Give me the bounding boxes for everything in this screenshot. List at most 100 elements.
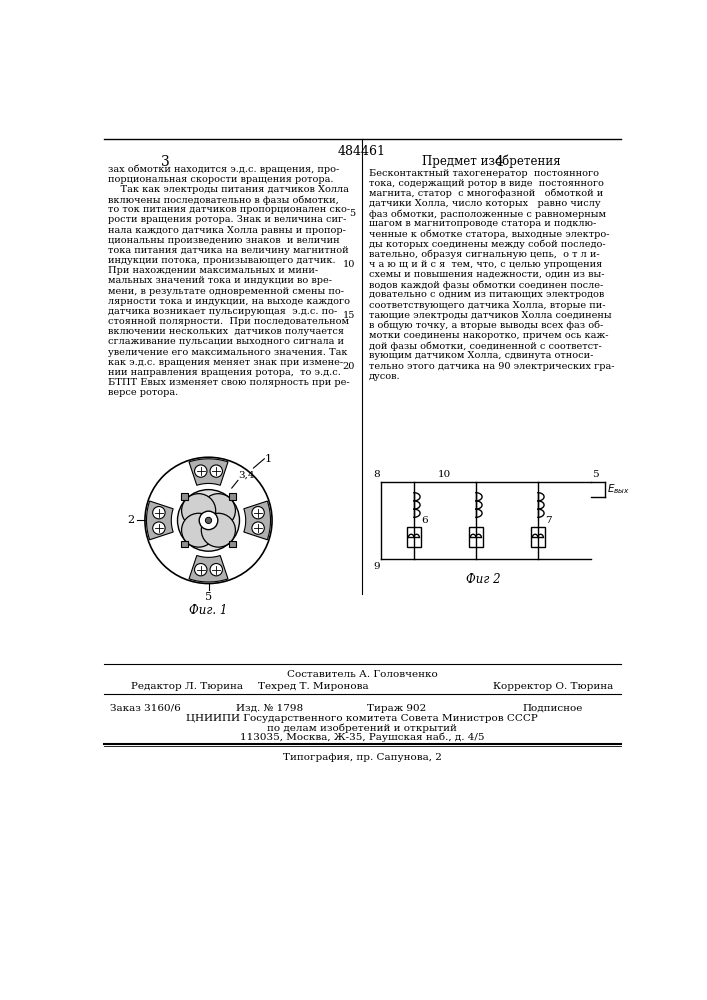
Text: 484461: 484461 — [338, 145, 386, 158]
Text: порциональная скорости вращения ротора.: порциональная скорости вращения ротора. — [107, 175, 333, 184]
Text: Фиг 2: Фиг 2 — [467, 573, 501, 586]
Text: 4: 4 — [495, 155, 503, 169]
Text: включены последовательно в фазы обмотки,: включены последовательно в фазы обмотки, — [107, 195, 339, 205]
Circle shape — [206, 517, 211, 523]
Text: дусов.: дусов. — [369, 372, 401, 381]
Text: Типография, пр. Сапунова, 2: Типография, пр. Сапунова, 2 — [283, 753, 441, 762]
Text: Предмет изобретения: Предмет изобретения — [422, 155, 561, 168]
Bar — [180, 493, 188, 500]
Text: лярности тока и индукции, на выходе каждого: лярности тока и индукции, на выходе кажд… — [107, 297, 350, 306]
Text: 3: 3 — [161, 155, 170, 169]
Bar — [229, 541, 236, 547]
Text: включении нескольких  датчиков получается: включении нескольких датчиков получается — [107, 327, 344, 336]
Text: в общую точку, а вторые выводы всех фаз об-: в общую точку, а вторые выводы всех фаз … — [369, 321, 603, 330]
Text: датчики Холла, число которых   равно числу: датчики Холла, число которых равно числу — [369, 199, 600, 208]
Text: 3,4: 3,4 — [239, 471, 255, 480]
Text: по делам изобретений и открытий: по делам изобретений и открытий — [267, 724, 457, 733]
Text: 113035, Москва, Ж-35, Раушская наб., д. 4/5: 113035, Москва, Ж-35, Раушская наб., д. … — [240, 733, 484, 742]
Circle shape — [153, 507, 165, 519]
Circle shape — [201, 494, 235, 528]
Text: нии направления вращения ротора,  то э.д.с.: нии направления вращения ротора, то э.д.… — [107, 368, 341, 377]
Text: 6: 6 — [421, 516, 428, 525]
Text: сглаживание пульсации выходного сигнала и: сглаживание пульсации выходного сигнала … — [107, 337, 344, 346]
Text: схемы и повышения надежности, один из вы-: схемы и повышения надежности, один из вы… — [369, 270, 604, 279]
Polygon shape — [146, 501, 173, 540]
Text: дой фазы обмотки, соединенной с соответст-: дой фазы обмотки, соединенной с соответс… — [369, 341, 602, 351]
Bar — [229, 493, 236, 500]
Text: мотки соединены накоротко, причем ось каж-: мотки соединены накоротко, причем ось ка… — [369, 331, 609, 340]
Circle shape — [194, 465, 207, 477]
Text: мени, в результате одновременной смены по-: мени, в результате одновременной смены п… — [107, 287, 344, 296]
Text: 10: 10 — [343, 260, 355, 269]
Text: магнита, статор  с многофазной   обмоткой и: магнита, статор с многофазной обмоткой и — [369, 189, 603, 198]
Text: циональны произведению знаков  и величин: циональны произведению знаков и величин — [107, 236, 339, 245]
Text: датчика возникает пульсирующая  э.д.с. по-: датчика возникает пульсирующая э.д.с. по… — [107, 307, 337, 316]
Text: Бесконтактный тахогенератор  постоянного: Бесконтактный тахогенератор постоянного — [369, 169, 599, 178]
Text: Составитель А. Головченко: Составитель А. Головченко — [286, 670, 438, 679]
Text: Редактор Л. Тюрина: Редактор Л. Тюрина — [131, 682, 243, 691]
Text: версе ротора.: версе ротора. — [107, 388, 178, 397]
Bar — [469, 527, 483, 547]
Text: мальных значений тока и индукции во вре-: мальных значений тока и индукции во вре- — [107, 276, 332, 285]
Circle shape — [194, 564, 207, 576]
Text: 8: 8 — [373, 470, 380, 479]
Text: 5: 5 — [592, 470, 599, 479]
Text: БТПТ Eвых изменяет свою полярность при ре-: БТПТ Eвых изменяет свою полярность при р… — [107, 378, 349, 387]
Text: зах обмотки находится э.д.с. вращения, про-: зах обмотки находится э.д.с. вращения, п… — [107, 165, 339, 174]
Text: При нахождении максимальных и мини-: При нахождении максимальных и мини- — [107, 266, 318, 275]
Text: индукции потока, пронизывающего датчик.: индукции потока, пронизывающего датчик. — [107, 256, 335, 265]
Bar — [407, 527, 421, 547]
Circle shape — [252, 507, 264, 519]
Circle shape — [199, 511, 218, 530]
Text: 2: 2 — [128, 515, 135, 525]
Circle shape — [182, 513, 216, 547]
Text: Фиг. 1: Фиг. 1 — [189, 604, 228, 617]
Circle shape — [153, 522, 165, 534]
Text: водов каждой фазы обмотки соединен после-: водов каждой фазы обмотки соединен после… — [369, 280, 603, 290]
Circle shape — [182, 494, 216, 528]
Text: 9: 9 — [373, 562, 380, 571]
Text: шагом в магнитопроводе статора и подклю-: шагом в магнитопроводе статора и подклю- — [369, 219, 596, 228]
Polygon shape — [189, 459, 228, 485]
Text: $E_{вых}$: $E_{вых}$ — [607, 483, 630, 496]
Text: Корректор О. Тюрина: Корректор О. Тюрина — [493, 682, 614, 691]
Circle shape — [177, 490, 240, 551]
Text: Заказ 3160/6: Заказ 3160/6 — [110, 704, 181, 713]
Text: тельно этого датчика на 90 электрических гра-: тельно этого датчика на 90 электрических… — [369, 362, 614, 371]
Text: Подписное: Подписное — [522, 704, 583, 713]
Text: тока, содержащий ротор в виде  постоянного: тока, содержащий ротор в виде постоянног… — [369, 179, 604, 188]
Bar — [531, 527, 545, 547]
Text: Техред Т. Миронова: Техред Т. Миронова — [258, 682, 368, 691]
Text: довательно с одним из питающих электродов: довательно с одним из питающих электродо… — [369, 290, 604, 299]
Text: 20: 20 — [343, 362, 355, 371]
Text: как э.д.с. вращения меняет знак при измене-: как э.д.с. вращения меняет знак при изме… — [107, 358, 343, 367]
Text: ч а ю щ и й с я  тем, что, с целью упрощения: ч а ю щ и й с я тем, что, с целью упроще… — [369, 260, 602, 269]
Text: 7: 7 — [546, 516, 552, 525]
Text: Изд. № 1798: Изд. № 1798 — [235, 704, 303, 713]
Polygon shape — [244, 501, 271, 540]
Circle shape — [201, 513, 235, 547]
Text: увеличение его максимального значения. Так: увеличение его максимального значения. Т… — [107, 348, 347, 357]
Text: фаз обмотки, расположенные с равномерным: фаз обмотки, расположенные с равномерным — [369, 209, 606, 219]
Text: тока питания датчика на величину магнитной: тока питания датчика на величину магнитн… — [107, 246, 349, 255]
Text: вательно, образуя сигнальную цепь,  о т л и-: вательно, образуя сигнальную цепь, о т л… — [369, 250, 600, 259]
Text: стоянной полярности.  При последовательном: стоянной полярности. При последовательно… — [107, 317, 349, 326]
Text: рости вращения ротора. Знак и величина сиг-: рости вращения ротора. Знак и величина с… — [107, 215, 346, 224]
Text: 1: 1 — [265, 454, 272, 464]
Text: 5: 5 — [205, 592, 212, 602]
Text: Так как электроды питания датчиков Холла: Так как электроды питания датчиков Холла — [107, 185, 349, 194]
Circle shape — [210, 465, 223, 477]
Text: то ток питания датчиков пропорционален ско-: то ток питания датчиков пропорционален с… — [107, 205, 350, 214]
Text: 15: 15 — [343, 311, 355, 320]
Text: 10: 10 — [438, 470, 452, 479]
Bar — [180, 541, 188, 547]
Text: тающие электроды датчиков Холла соединены: тающие электроды датчиков Холла соединен… — [369, 311, 612, 320]
Text: вующим датчиком Холла, сдвинута относи-: вующим датчиком Холла, сдвинута относи- — [369, 351, 593, 360]
Circle shape — [210, 564, 223, 576]
Text: 5: 5 — [349, 209, 355, 218]
Text: нала каждого датчика Холла равны и пропор-: нала каждого датчика Холла равны и пропо… — [107, 226, 346, 235]
Text: ченные к обмотке статора, выходные электро-: ченные к обмотке статора, выходные элект… — [369, 229, 609, 239]
Text: соответствующего датчика Холла, вторые пи-: соответствующего датчика Холла, вторые п… — [369, 301, 605, 310]
Text: ЦНИИПИ Государственного комитета Совета Министров СССР: ЦНИИПИ Государственного комитета Совета … — [186, 714, 538, 723]
Text: Тираж 902: Тираж 902 — [368, 704, 426, 713]
